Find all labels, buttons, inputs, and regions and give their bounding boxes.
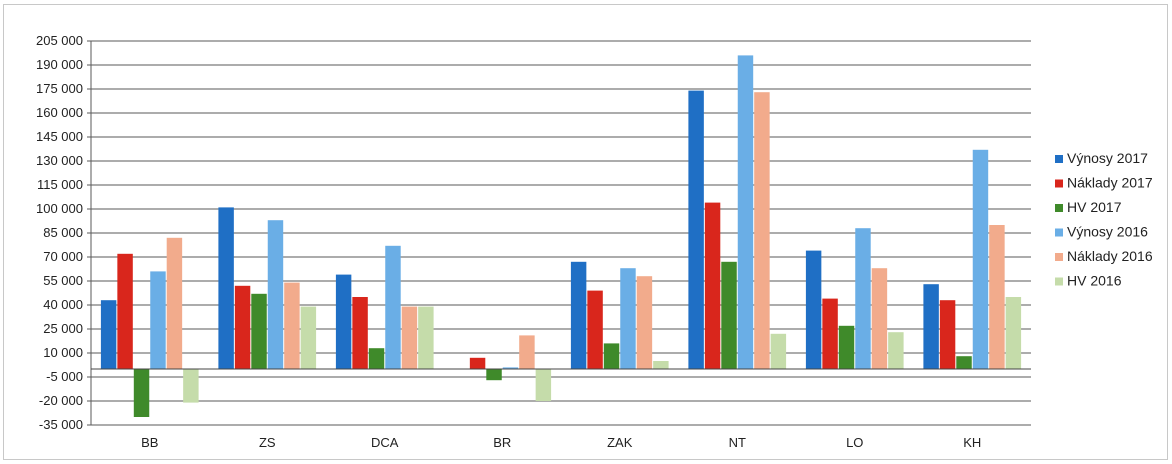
legend-swatch [1055, 155, 1063, 163]
x-tick-label: NT [729, 435, 746, 450]
bar [117, 253, 133, 369]
legend-label: HV 2017 [1067, 199, 1122, 215]
y-tick-label: 175 000 [36, 81, 83, 96]
x-tick-label: BR [493, 435, 511, 450]
legend-label: Náklady 2016 [1067, 248, 1153, 264]
y-tick-label: 130 000 [36, 153, 83, 168]
bar [989, 225, 1005, 369]
bar [770, 333, 787, 369]
y-tick-label: 55 000 [43, 273, 83, 288]
bar [300, 306, 317, 369]
y-tick-label: 145 000 [36, 129, 83, 144]
legend-label: HV 2016 [1067, 273, 1122, 289]
bar [754, 92, 770, 369]
bar [972, 149, 989, 369]
bar [535, 369, 552, 401]
legend-swatch [1055, 277, 1063, 286]
x-tick-label: DCA [371, 435, 399, 450]
y-tick-label: -20 000 [39, 393, 83, 408]
y-tick-label: 115 000 [37, 177, 83, 192]
bar [519, 335, 535, 369]
bar [166, 237, 183, 369]
x-tick-label: ZAK [607, 435, 633, 450]
legend-swatch [1055, 228, 1063, 237]
legend-label: Náklady 2017 [1067, 175, 1153, 191]
bar [570, 261, 587, 369]
bar [805, 250, 822, 369]
legend-label: Výnosy 2016 [1067, 224, 1148, 240]
bars [100, 55, 1022, 417]
bar [352, 297, 368, 369]
bar [150, 271, 166, 369]
bar [1005, 297, 1022, 369]
bar [284, 282, 300, 369]
bar [469, 357, 486, 369]
x-tick-labels: BB ZS DCA BR ZAK NT LO KH [141, 435, 981, 450]
bar [653, 361, 669, 369]
bar [888, 332, 904, 369]
y-tick-label: 190 000 [36, 57, 83, 72]
legend-swatch [1055, 253, 1063, 261]
bar [486, 369, 502, 381]
bar [636, 276, 653, 369]
bar [939, 300, 956, 369]
bar [822, 298, 838, 369]
x-tick-label: LO [846, 435, 863, 450]
bar [855, 228, 871, 369]
legend-label: Výnosy 2017 [1067, 150, 1148, 166]
bar [218, 207, 234, 369]
bar [603, 343, 620, 369]
y-tick-label: 85 000 [43, 225, 83, 240]
y-tick-label: 10 000 [43, 345, 83, 360]
bar [368, 348, 385, 369]
y-tick-label: -5 000 [46, 369, 83, 384]
bar [100, 300, 117, 369]
bar [688, 90, 704, 369]
bar [704, 202, 721, 369]
bar [871, 268, 888, 369]
legend: Výnosy 2017 Náklady 2017 HV 2017 Výnosy 201… [1055, 150, 1153, 289]
y-tick-label: 205 000 [36, 33, 83, 48]
bar [251, 293, 267, 369]
y-tick-label: 25 000 [43, 321, 83, 336]
x-tick-label: ZS [259, 435, 276, 450]
y-tick-label: 160 000 [36, 105, 83, 120]
legend-swatch [1055, 204, 1063, 212]
x-tick-label: BB [141, 435, 158, 450]
y-tick-label: 70 000 [43, 249, 83, 264]
legend-swatch [1055, 179, 1063, 188]
chart-frame: 205 000 190 000 175 000 160 000 145 000 130 0… [3, 4, 1168, 460]
bar [721, 261, 737, 369]
y-tick-label: 100 000 [36, 201, 83, 216]
bar [335, 274, 352, 369]
bar [133, 369, 150, 417]
bar-chart: 205 000 190 000 175 000 160 000 145 000 130 0… [36, 33, 1153, 450]
bar [502, 367, 519, 369]
bar [267, 220, 284, 369]
bar [401, 306, 418, 369]
y-tick-label: -35 000 [39, 417, 83, 432]
x-tick-label: KH [963, 435, 981, 450]
bar [183, 369, 199, 403]
bar [838, 325, 855, 369]
bar [587, 290, 603, 369]
y-tick-labels: 205 000 190 000 175 000 160 000 145 000 130 0… [36, 33, 83, 432]
bar [737, 55, 754, 370]
bar [923, 284, 939, 369]
axes [90, 41, 1031, 425]
bar [620, 268, 636, 369]
y-tick-label: 40 000 [43, 297, 83, 312]
bar [418, 306, 434, 369]
bar [956, 356, 972, 369]
bar [385, 245, 401, 369]
bar [234, 285, 251, 369]
